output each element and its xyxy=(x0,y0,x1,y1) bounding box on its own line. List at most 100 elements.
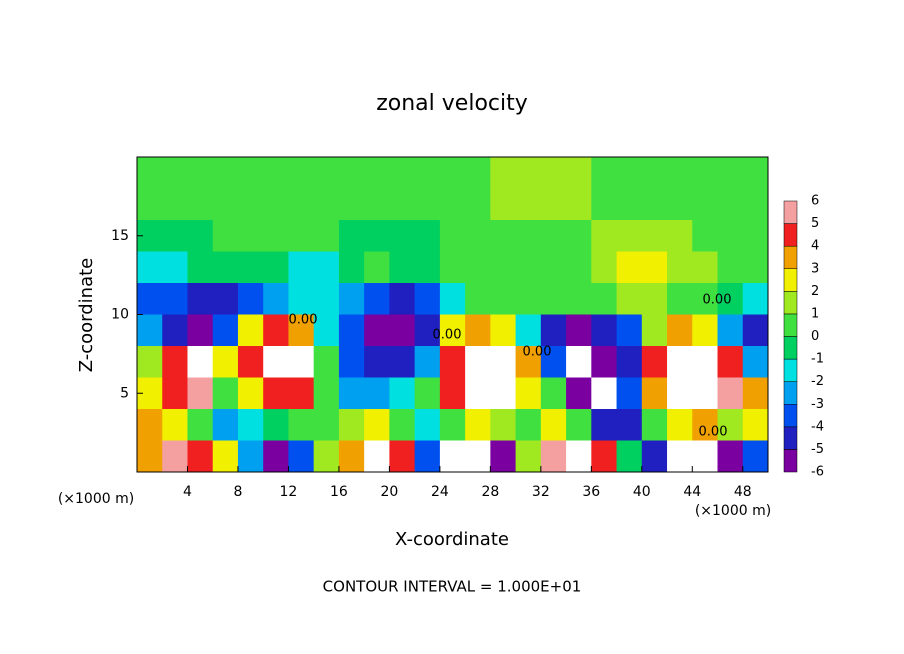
heat-cell xyxy=(137,157,163,189)
heat-cell xyxy=(439,409,466,441)
heat-cell xyxy=(389,377,416,410)
heat-cell xyxy=(364,409,390,441)
heat-cell xyxy=(137,346,163,378)
heat-cell xyxy=(237,314,264,347)
colorbar-segment xyxy=(783,223,798,247)
colorbar-label: -2 xyxy=(811,374,824,389)
colorbar-segment xyxy=(783,313,798,337)
heat-cell xyxy=(439,440,466,473)
heat-cell xyxy=(540,314,567,347)
heat-cell xyxy=(439,220,466,252)
heat-cell xyxy=(566,188,592,221)
heat-cell xyxy=(490,283,517,315)
colorbar-label: 3 xyxy=(811,261,819,276)
heat-cell xyxy=(187,440,214,473)
colorbar-segment xyxy=(783,268,798,292)
heat-cell xyxy=(465,314,491,347)
heat-cell xyxy=(338,314,365,347)
heat-cell xyxy=(338,251,365,284)
heat-cell xyxy=(414,220,441,252)
heat-cell xyxy=(641,251,668,284)
heat-cell xyxy=(237,346,264,378)
heat-cell xyxy=(288,283,315,315)
heat-cell xyxy=(616,346,643,378)
heat-cell xyxy=(566,220,592,252)
heat-cell xyxy=(616,251,643,284)
heat-cell xyxy=(162,157,188,189)
heat-cell xyxy=(414,409,441,441)
heat-cell xyxy=(364,314,390,347)
heat-cell xyxy=(515,314,542,347)
colorbar-label: 6 xyxy=(811,194,819,209)
heat-cell xyxy=(439,251,466,284)
heat-cell xyxy=(237,377,264,410)
heat-cell xyxy=(490,188,517,221)
heat-cell xyxy=(212,440,239,473)
heat-cell xyxy=(616,440,643,473)
heat-cell xyxy=(692,377,719,410)
heat-cell xyxy=(212,188,239,221)
heat-cell xyxy=(288,440,315,473)
heat-cell xyxy=(717,283,744,315)
heat-cell xyxy=(465,251,491,284)
heat-cell xyxy=(465,377,491,410)
heat-cell xyxy=(313,314,340,347)
heat-cell xyxy=(389,220,416,252)
heat-cell xyxy=(742,251,769,284)
heat-cell xyxy=(591,440,618,473)
heat-cell xyxy=(515,440,542,473)
heat-cell xyxy=(540,188,567,221)
heat-cell xyxy=(742,157,769,189)
heat-cell xyxy=(692,220,719,252)
heat-cell xyxy=(313,377,340,410)
heat-cell xyxy=(591,188,618,221)
heat-cell xyxy=(364,220,390,252)
colorbar-segment xyxy=(783,449,798,473)
heat-cell xyxy=(313,440,340,473)
heat-cell xyxy=(742,314,769,347)
heat-cell xyxy=(667,251,693,284)
heat-cell xyxy=(490,440,517,473)
heat-cell xyxy=(389,157,416,189)
heat-cell xyxy=(313,283,340,315)
colorbar-label: -5 xyxy=(811,442,824,457)
colorbar-segment xyxy=(783,381,798,405)
heat-cell xyxy=(717,188,744,221)
heat-cell xyxy=(742,188,769,221)
heat-cell xyxy=(414,251,441,284)
heat-cell xyxy=(515,251,542,284)
contour-label: 0.00 xyxy=(433,328,462,343)
heat-cell xyxy=(288,220,315,252)
heat-cell xyxy=(212,157,239,189)
heat-cell xyxy=(414,346,441,378)
colorbar-segment xyxy=(783,245,798,270)
heat-cell xyxy=(288,346,315,378)
colorbar-segment xyxy=(783,404,798,428)
contour-label: 0.00 xyxy=(699,425,728,440)
heat-cell xyxy=(566,409,592,441)
heat-cell xyxy=(465,440,491,473)
heat-cell xyxy=(667,157,693,189)
heat-cell xyxy=(212,220,239,252)
heat-cell xyxy=(187,283,214,315)
heat-cell xyxy=(667,409,693,441)
heat-cell xyxy=(313,188,340,221)
heat-cell xyxy=(364,346,390,378)
heat-cell xyxy=(465,220,491,252)
heat-cell xyxy=(137,409,163,441)
heat-cell xyxy=(187,251,214,284)
heat-cell xyxy=(237,409,264,441)
heat-cell xyxy=(187,409,214,441)
heat-cell xyxy=(137,188,163,221)
heat-cell xyxy=(641,220,668,252)
heat-cell xyxy=(212,346,239,378)
heat-cell xyxy=(566,314,592,347)
heat-cell xyxy=(414,283,441,315)
heat-cell xyxy=(338,409,365,441)
heat-cell xyxy=(338,188,365,221)
x-tick-label: 20 xyxy=(380,484,398,500)
heat-cell xyxy=(389,409,416,441)
heat-cell xyxy=(338,157,365,189)
heat-cell xyxy=(490,346,517,378)
heat-cell xyxy=(439,283,466,315)
